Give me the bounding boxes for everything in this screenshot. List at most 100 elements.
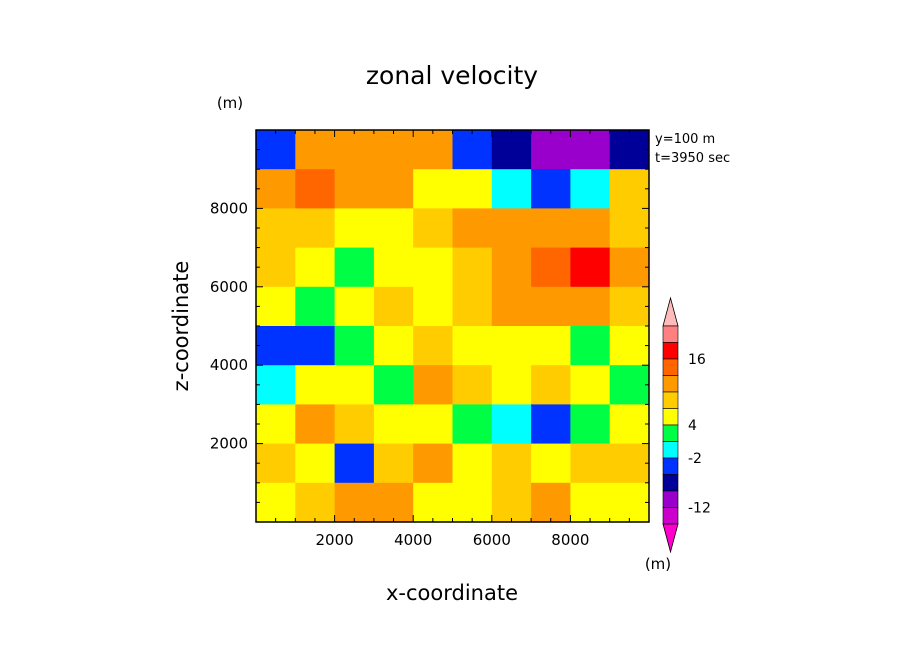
annotation-time: t=3950 sec — [655, 151, 730, 166]
field-cell — [570, 404, 611, 445]
field-cell — [491, 208, 532, 249]
field-cell — [334, 208, 375, 249]
field-cell — [491, 326, 532, 366]
field-cell — [609, 247, 649, 288]
field-cell — [570, 326, 611, 366]
field-cell — [413, 130, 453, 170]
field-cell — [570, 443, 611, 484]
x-tick-label: 6000 — [473, 531, 511, 549]
colorbar-label: -2 — [688, 451, 702, 467]
colorbar-swatch — [662, 342, 679, 360]
axis-ticks — [256, 130, 649, 522]
field-cell — [452, 286, 493, 327]
field-cell — [413, 326, 453, 366]
colorbar-swatch — [662, 391, 679, 409]
field-cell — [373, 326, 414, 366]
field-cell — [452, 169, 493, 209]
field-cell — [413, 404, 453, 445]
field-cell — [334, 130, 375, 170]
field-cell — [413, 482, 453, 522]
colorbar-swatch — [662, 375, 679, 393]
field-cell — [531, 482, 571, 522]
field-cell — [256, 326, 296, 366]
field-cell — [373, 286, 414, 327]
colorbar-label: -12 — [688, 501, 711, 517]
field-cell — [334, 404, 375, 445]
chart-title: zonal velocity — [366, 61, 538, 90]
field-cell — [256, 443, 296, 484]
colorbar-lower-arrow — [662, 523, 679, 554]
field-cell — [609, 130, 649, 170]
field-cell — [491, 247, 532, 288]
field-cell — [491, 286, 532, 327]
colorbar-label: 4 — [688, 418, 697, 434]
x-tick-label: 4000 — [394, 531, 432, 549]
field-cell — [373, 404, 414, 445]
colorbar-swatch — [662, 507, 679, 525]
colorbar-swatch — [662, 424, 679, 442]
colorbar-swatch — [662, 457, 679, 475]
field-cell — [295, 130, 336, 170]
field-cell — [256, 247, 296, 288]
field-cell — [295, 482, 336, 522]
field-cell — [531, 443, 571, 484]
field-cell — [256, 365, 296, 405]
field-cell — [334, 326, 375, 366]
y-axis-title: z-coordinate — [169, 261, 193, 392]
field-cell — [373, 365, 414, 405]
field-cell — [334, 482, 375, 522]
field-cell — [452, 365, 493, 405]
field-cell — [491, 443, 532, 484]
field-cell — [334, 286, 375, 327]
y-unit-label: (m) — [217, 94, 243, 112]
colorbar-swatch — [662, 441, 679, 459]
field-cell — [452, 404, 493, 445]
field-cell — [295, 169, 336, 209]
field-cell — [570, 169, 611, 209]
field-cell — [491, 169, 532, 209]
field-cell — [295, 247, 336, 288]
y-tick-labels: 2000 4000 6000 8000 — [210, 199, 248, 452]
field-cell — [452, 326, 493, 366]
field-cell — [491, 482, 532, 522]
field-cell — [295, 443, 336, 484]
field-cell — [256, 208, 296, 249]
x-tick-labels: 2000 4000 6000 8000 — [316, 531, 590, 549]
field-cell — [295, 208, 336, 249]
field-cell — [295, 365, 336, 405]
annotation-y-position: y=100 m — [655, 132, 715, 147]
field-cell — [452, 443, 493, 484]
field-cell — [256, 169, 296, 209]
field-cell — [609, 482, 649, 522]
colorbar-unit-label: (m) — [645, 555, 671, 573]
field-cell — [373, 130, 414, 170]
field-cell — [334, 443, 375, 484]
field-cell — [373, 443, 414, 484]
field-cell — [373, 482, 414, 522]
field-cell — [334, 365, 375, 405]
field-cell — [452, 208, 493, 249]
field-cell — [570, 482, 611, 522]
colorbar-upper-arrow — [662, 296, 679, 327]
field-cell — [256, 482, 296, 522]
y-tick-label: 4000 — [210, 356, 248, 374]
field-cell — [373, 169, 414, 209]
field-cell — [256, 404, 296, 445]
colorbar-swatch — [662, 325, 679, 343]
field-cell — [413, 286, 453, 327]
field-cell — [609, 169, 649, 209]
field-cell — [295, 326, 336, 366]
field-cell — [570, 247, 611, 288]
field-cell — [452, 247, 493, 288]
field-cell — [609, 443, 649, 484]
field-cell — [413, 208, 453, 249]
x-tick-label: 2000 — [316, 531, 354, 549]
field-cell — [609, 286, 649, 327]
colorbar-swatch — [662, 408, 679, 426]
field-cell — [609, 365, 649, 405]
field-cell — [413, 169, 453, 209]
field-cell — [531, 326, 571, 366]
field-cell — [295, 286, 336, 327]
field-cell — [570, 130, 611, 170]
x-axis-title: x-coordinate — [386, 581, 518, 605]
